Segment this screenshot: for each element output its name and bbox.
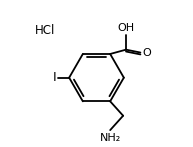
Text: I: I [52,71,56,84]
Text: O: O [142,48,151,58]
Text: NH₂: NH₂ [100,133,121,143]
Text: OH: OH [117,23,135,33]
Text: HCl: HCl [35,24,55,37]
